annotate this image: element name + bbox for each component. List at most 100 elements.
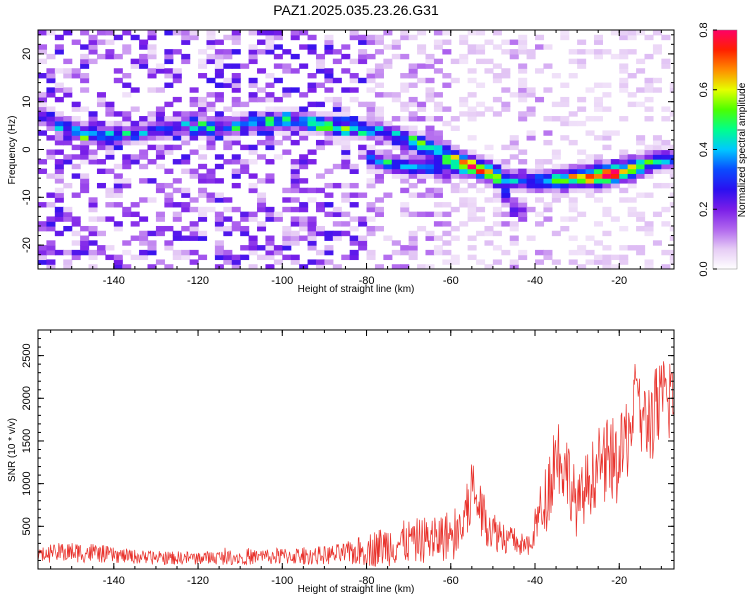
spectrogram-cell (282, 92, 292, 98)
spectrogram-cell (130, 221, 140, 227)
spectrogram-cell (80, 44, 90, 50)
spectrogram-cell (551, 101, 561, 108)
spectrogram-cell (602, 264, 612, 269)
spectrogram-cell (358, 49, 368, 55)
spectrogram-cell (96, 216, 106, 222)
spectrogram-cell (577, 149, 587, 155)
spectrogram-cell (265, 240, 275, 246)
spectrogram-cell (560, 163, 570, 170)
spectrogram-cell (113, 144, 123, 151)
spectrogram-cell (155, 120, 165, 127)
spectrogram-cell (585, 192, 595, 198)
spectrogram-cell (509, 139, 519, 146)
spectrogram-cell (105, 135, 115, 141)
spectrogram-cell (206, 39, 216, 45)
spectrogram-cell (324, 130, 334, 136)
spectrogram-cell (198, 130, 208, 136)
spectrogram-cell (88, 159, 98, 165)
spectrogram-cell (88, 149, 98, 155)
spectrogram-cell (122, 139, 132, 146)
spectrogram-cell (400, 53, 410, 60)
spectrogram-cell (593, 39, 603, 45)
spectrogram-cell (669, 154, 674, 160)
spectrogram-cell (518, 82, 528, 88)
spectrogram-cell (661, 206, 671, 213)
spectrogram-cell (433, 68, 443, 74)
spectrogram-cell (231, 182, 241, 189)
spectrogram-cell (560, 135, 570, 141)
spectrogram-cell (214, 58, 224, 65)
spectrogram-cell (147, 73, 157, 79)
spectrogram-cell (63, 225, 73, 232)
spectrogram-cell (619, 178, 629, 184)
spectrogram-cell (358, 192, 368, 198)
spectrogram-cell (585, 173, 595, 179)
spectrogram-cell (400, 82, 410, 88)
spectrogram-cell (644, 163, 654, 170)
spectrogram-cell (644, 168, 654, 174)
spectrogram-cell (644, 82, 654, 88)
spectrogram-cell (383, 92, 393, 98)
spectrogram-cell (63, 30, 73, 36)
spectrogram-cell (636, 249, 646, 256)
spectrogram-cell (526, 206, 536, 213)
spectrogram-x-tick-label: -140 (103, 275, 125, 287)
spectrogram-cell (105, 39, 115, 45)
spectrogram-cell (155, 106, 165, 112)
spectrogram-cell (501, 49, 511, 55)
spectrogram-cell (526, 173, 536, 179)
spectrogram-cell (602, 144, 612, 151)
spectrogram-cell (105, 168, 115, 174)
spectrogram-cell (652, 87, 662, 93)
spectrogram-cell (257, 116, 267, 122)
spectrogram-cell (248, 149, 258, 155)
spectrogram-cell (164, 116, 174, 122)
spectrogram-cell (408, 73, 418, 79)
spectrogram-cell (257, 197, 267, 203)
spectrogram-cell (577, 163, 587, 170)
spectrogram-cell (155, 187, 165, 194)
spectrogram-cell (315, 125, 326, 131)
spectrogram-cell (282, 206, 292, 213)
spectrogram-cell (231, 259, 241, 265)
spectrogram-cell (644, 87, 654, 93)
spectrogram-cell (450, 159, 460, 165)
spectrogram-cell (408, 249, 418, 256)
spectrogram-cell (509, 144, 519, 151)
spectrogram-cell (349, 125, 359, 131)
spectrogram-cell (315, 249, 326, 256)
spectrogram-cell (669, 225, 674, 232)
spectrogram-cell (450, 235, 460, 241)
spectrogram-cell (122, 92, 132, 98)
spectrogram-cell (484, 68, 494, 74)
spectrogram-cell (349, 216, 359, 222)
spectrogram-cell (80, 73, 90, 79)
spectrogram-cell (164, 149, 174, 155)
spectrogram-cell (400, 264, 410, 269)
spectrogram-cell (155, 230, 165, 237)
spectrogram-cell (408, 159, 418, 165)
spectrogram-cell (71, 73, 81, 79)
spectrogram-cell (366, 53, 376, 60)
spectrogram-cell (248, 240, 258, 246)
spectrogram-cell (391, 116, 401, 122)
spectrogram-cell (341, 44, 351, 50)
spectrogram-cell (273, 106, 283, 112)
spectrogram-cell (442, 120, 452, 127)
spectrogram-cell (88, 39, 98, 45)
spectrogram-cell (54, 163, 64, 170)
spectrogram-cell (181, 202, 191, 208)
spectrogram-cell (198, 254, 208, 261)
spectrogram-cell (560, 192, 570, 198)
spectrogram-cell (619, 82, 629, 88)
spectrogram-cell (476, 82, 486, 88)
spectrogram-cell (661, 159, 671, 165)
spectrogram-cell (425, 116, 435, 122)
spectrogram-cell (307, 159, 317, 165)
spectrogram-cell (644, 34, 654, 41)
spectrogram-cell (442, 82, 452, 88)
snr-y-tick-label: 1500 (21, 429, 33, 453)
spectrogram-cell (223, 230, 233, 237)
spectrogram-cell (509, 178, 519, 184)
spectrogram-cell (155, 68, 165, 74)
